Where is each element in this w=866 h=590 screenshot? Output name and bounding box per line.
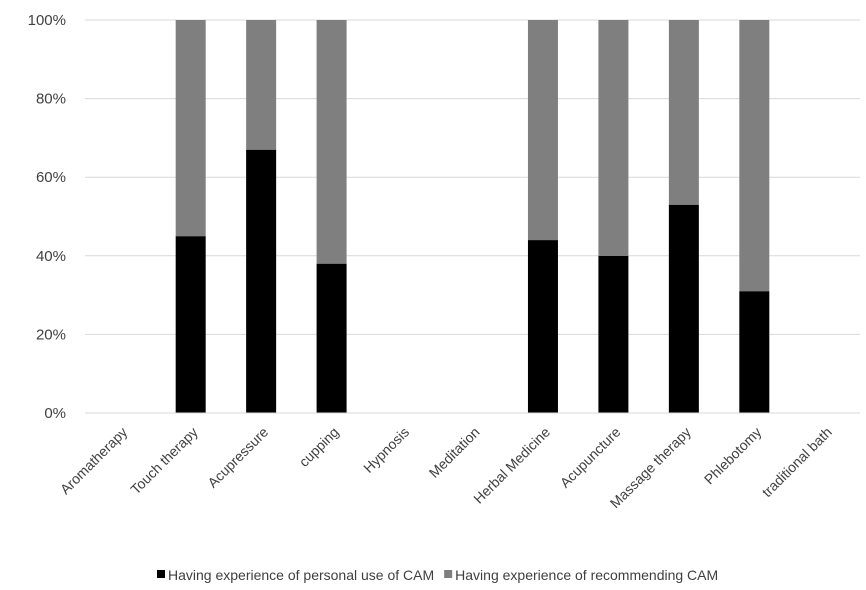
x-tick-label: Acupressure	[204, 424, 271, 491]
y-tick-label: 60%	[36, 169, 66, 186]
y-tick-label: 40%	[36, 248, 66, 265]
x-tick-label: Hypnosis	[360, 424, 412, 476]
bar-segment	[246, 20, 277, 150]
x-tick-label: traditional bath	[759, 424, 835, 500]
legend-item: Having experience of recommending CAM	[444, 567, 718, 583]
x-tick-label: Herbal Medicine	[470, 424, 553, 507]
legend-label: Having experience of recommending CAM	[455, 567, 718, 583]
y-tick-label: 20%	[36, 326, 66, 343]
bars	[175, 20, 770, 413]
bar-segment	[668, 20, 699, 205]
x-tick-label: Aromatherapy	[57, 424, 130, 497]
bar-segment	[175, 236, 206, 413]
legend: Having experience of personal use of CAM…	[157, 567, 718, 583]
x-tick-label: Touch therapy	[127, 424, 201, 498]
x-tick-label: Acupuncture	[557, 424, 624, 491]
bar-segment	[739, 291, 770, 413]
bar-segment	[316, 263, 347, 413]
bar-segment	[527, 240, 558, 413]
bar-segment	[246, 149, 277, 413]
y-tick-label: 100%	[28, 12, 66, 29]
y-tick-label: 0%	[44, 405, 66, 422]
bar-segment	[668, 204, 699, 413]
legend-swatch	[157, 570, 165, 578]
bar-segment	[598, 255, 629, 413]
x-tick-label: Phlebotomy	[701, 424, 765, 488]
legend-label: Having experience of personal use of CAM	[168, 567, 434, 583]
bar-segment	[316, 20, 347, 264]
x-tick-label: cupping	[296, 424, 342, 470]
bar-segment	[739, 20, 770, 292]
x-tick-label: Meditation	[426, 424, 483, 481]
legend-swatch	[444, 570, 453, 578]
bar-segment	[175, 20, 206, 237]
legend-item: Having experience of personal use of CAM	[157, 567, 434, 583]
bar-segment	[598, 20, 629, 256]
y-tick-label: 80%	[36, 91, 66, 108]
bar-segment	[527, 20, 558, 241]
y-axis-ticks: 0% 20% 40% 60% 80% 100%	[28, 12, 66, 422]
